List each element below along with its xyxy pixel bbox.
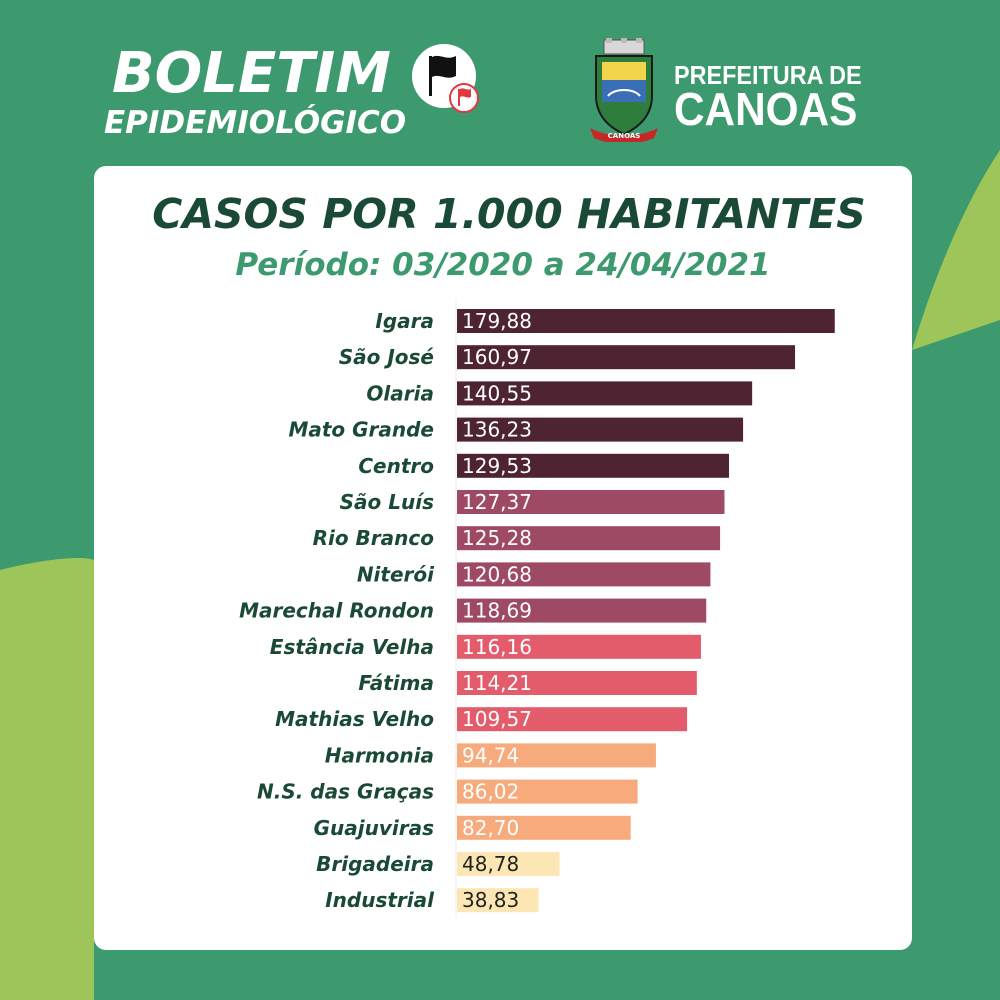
category-label: Harmonia bbox=[325, 743, 434, 767]
value-label: 38,83 bbox=[462, 888, 519, 912]
bar bbox=[457, 381, 753, 406]
bar bbox=[457, 453, 730, 478]
value-label: 118,69 bbox=[462, 599, 532, 623]
chart-card: CASOS POR 1.000 HABITANTES Período: 03/2… bbox=[94, 166, 912, 950]
value-label: 140,55 bbox=[462, 381, 532, 405]
bar bbox=[457, 671, 697, 695]
category-label: Niterói bbox=[357, 562, 435, 586]
bar bbox=[457, 815, 631, 840]
value-label: 109,57 bbox=[462, 707, 532, 731]
category-label: São Luís bbox=[340, 490, 434, 514]
category-label: Industrial bbox=[325, 888, 435, 912]
bar bbox=[457, 779, 638, 804]
epidemiologico-subtitle: EPIDEMIOLÓGICO bbox=[104, 105, 407, 141]
value-label: 116,16 bbox=[462, 635, 532, 659]
value-label: 136,23 bbox=[462, 418, 532, 442]
value-label: 114,21 bbox=[462, 671, 532, 695]
flag-badge-icon bbox=[412, 44, 479, 113]
prefeitura-line1: PREFEITURA DE bbox=[674, 60, 862, 90]
swoosh-left bbox=[0, 558, 94, 1000]
category-label: Olaria bbox=[366, 381, 434, 405]
category-label: Brigadeira bbox=[316, 852, 434, 876]
red-flag-icon bbox=[449, 83, 479, 113]
bar bbox=[457, 888, 539, 913]
value-label: 160,97 bbox=[462, 345, 532, 369]
category-label: Marechal Rondon bbox=[239, 599, 434, 623]
chart-subtitle: Período: 03/2020 a 24/04/2021 bbox=[235, 247, 771, 283]
bar bbox=[457, 345, 796, 370]
value-label: 86,02 bbox=[462, 780, 519, 804]
bar bbox=[457, 707, 688, 732]
bar bbox=[457, 526, 721, 551]
category-label: Mato Grande bbox=[288, 418, 434, 442]
bar bbox=[457, 417, 744, 442]
coat-of-arms-logo: CANOAS bbox=[590, 38, 658, 142]
category-label: Guajuviras bbox=[314, 816, 434, 840]
value-label: 127,37 bbox=[462, 490, 532, 514]
bar-chart: Igara 179,88 São José 160,97 Olaria 140,55 Mat… bbox=[239, 298, 835, 918]
category-label: Centro bbox=[358, 454, 434, 478]
bar bbox=[457, 309, 835, 333]
boletim-title: BOLETIM bbox=[112, 41, 391, 106]
value-label: 179,88 bbox=[462, 309, 532, 333]
chart-title: CASOS POR 1.000 HABITANTES bbox=[152, 190, 866, 238]
value-label: 125,28 bbox=[462, 526, 532, 550]
category-label: N.S. das Graças bbox=[257, 780, 434, 804]
value-label: 94,74 bbox=[462, 743, 519, 767]
value-label: 48,78 bbox=[462, 852, 519, 876]
bar bbox=[457, 634, 701, 659]
bar bbox=[457, 598, 707, 623]
category-label: Igara bbox=[375, 309, 434, 333]
value-label: 129,53 bbox=[462, 454, 532, 478]
coat-banner-text: CANOAS bbox=[608, 132, 641, 140]
category-label: Mathias Velho bbox=[275, 707, 434, 731]
category-label: Estância Velha bbox=[270, 635, 434, 659]
bar bbox=[457, 562, 711, 587]
swoosh-right bbox=[912, 150, 1000, 350]
category-label: Rio Branco bbox=[313, 526, 435, 550]
value-label: 120,68 bbox=[462, 562, 532, 586]
bar bbox=[457, 852, 560, 876]
value-label: 82,70 bbox=[462, 816, 519, 840]
black-flag-icon bbox=[429, 55, 456, 96]
category-label: São José bbox=[339, 345, 434, 369]
category-label: Fátima bbox=[358, 671, 434, 695]
prefeitura-line2: CANOAS bbox=[674, 83, 858, 135]
bar bbox=[457, 490, 725, 514]
bar bbox=[457, 743, 656, 768]
